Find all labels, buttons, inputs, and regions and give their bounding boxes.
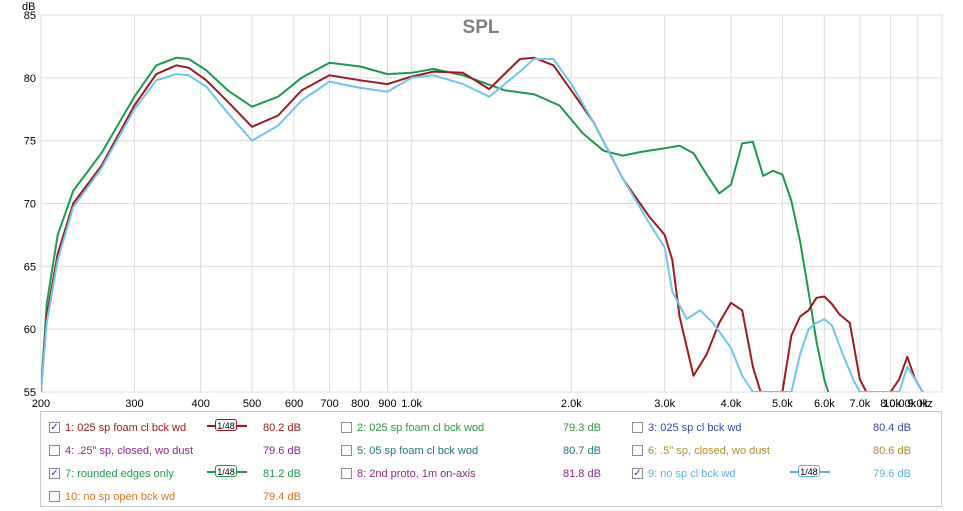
y-tick-label: 80 <box>24 73 36 85</box>
series-line-3 <box>41 58 924 392</box>
legend-value: 79.4 dB <box>263 491 301 503</box>
legend-checkbox[interactable] <box>49 491 60 502</box>
legend-item: 3: 025 sp cl bck wd 80.4 dB <box>632 422 932 442</box>
legend-label: 3: 025 sp cl bck wd <box>648 422 742 434</box>
smoothing-label: 1/48 <box>215 465 237 477</box>
legend-label: 2: 025 sp foam cl bck wod <box>357 422 485 434</box>
y-tick-label: 55 <box>24 387 36 399</box>
legend-value: 80.6 dB <box>873 445 911 457</box>
legend-checkbox[interactable] <box>341 422 352 433</box>
legend-value: 81.8 dB <box>563 468 601 480</box>
legend-checkbox[interactable] <box>632 445 643 456</box>
legend-checkbox[interactable] <box>341 445 352 456</box>
x-tick-label: 500 <box>243 398 261 410</box>
legend-value: 80.7 dB <box>563 445 601 457</box>
legend-panel: ✓ 1: 025 sp foam cl bck wd 1/48 80.2 dB 2: 0… <box>40 411 942 507</box>
legend-value: 81.2 dB <box>263 468 301 480</box>
legend-checkbox[interactable] <box>341 468 352 479</box>
x-tick-label: 10.00k Hz <box>883 398 933 410</box>
x-tick-label: 700 <box>320 398 338 410</box>
chart-title: SPL <box>463 17 500 38</box>
legend-item: 4: .25" sp, closed, wo dust 79.6 dB <box>49 445 349 465</box>
legend-value: 80.4 dB <box>873 422 911 434</box>
legend-item: 5: 05 sp foam cl bck wod 80.7 dB <box>341 445 641 465</box>
y-tick-label: 70 <box>24 199 36 211</box>
spl-chart: 55 60 65 70 75 80 85 200 300 400 500 600 700 800 900 1… <box>22 1 943 410</box>
y-tick-label: 85 <box>24 10 36 22</box>
legend-label: 8: 2nd proto, 1m on-axis <box>357 468 476 480</box>
x-tick-label: 2.0k <box>561 398 582 410</box>
legend-value: 79.6 dB <box>873 468 911 480</box>
x-tick-label: 600 <box>285 398 303 410</box>
series-line-1 <box>41 56 830 392</box>
legend-item: ✓ 1: 025 sp foam cl bck wd 1/48 80.2 dB <box>49 419 349 442</box>
legend-value: 79.3 dB <box>563 422 601 434</box>
smoothing-indicator[interactable]: 1/48 <box>207 465 247 479</box>
legend-checkbox[interactable] <box>49 445 60 456</box>
legend-checkbox[interactable] <box>632 422 643 433</box>
legend-value: 80.2 dB <box>263 422 301 434</box>
y-tick-label: 75 <box>24 136 36 148</box>
x-tick-label: 900 <box>378 398 396 410</box>
smoothing-indicator[interactable]: 1/48 <box>207 419 247 433</box>
legend-value: 79.6 dB <box>263 445 301 457</box>
x-tick-label: 3.0k <box>654 398 675 410</box>
y-axis-label: dB <box>22 1 35 13</box>
legend-item: ✓ 7: rounded edges only 1/48 81.2 dB <box>49 465 349 488</box>
x-tick-label: 200 <box>32 398 50 410</box>
legend-label: 9: no sp cl bck wd <box>648 468 736 480</box>
legend-item: 2: 025 sp foam cl bck wod 79.3 dB <box>341 422 641 442</box>
legend-item: 10: no sp open bck wd 79.4 dB <box>49 491 349 511</box>
x-tick-label: 400 <box>191 398 209 410</box>
y-tick-label: 65 <box>24 261 36 273</box>
x-tick-label: 800 <box>351 398 369 410</box>
x-tick-label: 4.0k <box>721 398 742 410</box>
legend-label: 5: 05 sp foam cl bck wod <box>357 445 479 457</box>
legend-item: ✓ 9: no sp cl bck wd 1/48 79.6 dB <box>632 465 932 488</box>
x-tick-label: 8.0k <box>880 398 901 410</box>
smoothing-indicator[interactable]: 1/48 <box>790 465 830 479</box>
legend-label: 6: .5" sp, closed, wo dust <box>648 445 770 457</box>
legend-checkbox[interactable]: ✓ <box>49 422 60 433</box>
legend-item: 6: .5" sp, closed, wo dust 80.6 dB <box>632 445 932 465</box>
legend-checkbox[interactable]: ✓ <box>49 468 60 479</box>
legend-label: 1: 025 sp foam cl bck wd <box>65 422 187 434</box>
x-tick-label: 9.0k <box>907 398 928 410</box>
smoothing-label: 1/48 <box>215 419 237 431</box>
smoothing-label: 1/48 <box>798 465 820 477</box>
x-tick-label: 6.0k <box>814 398 835 410</box>
legend-checkbox[interactable]: ✓ <box>632 468 643 479</box>
x-tick-label: 7.0k <box>849 398 870 410</box>
series-line-2 <box>41 56 924 392</box>
x-tick-label: 5.0k <box>772 398 793 410</box>
x-tick-label: 1.0k <box>401 398 422 410</box>
legend-label: 7: rounded edges only <box>65 468 174 480</box>
y-tick-label: 60 <box>24 324 36 336</box>
legend-label: 4: .25" sp, closed, wo dust <box>65 445 194 457</box>
x-tick-label: 300 <box>125 398 143 410</box>
legend-label: 10: no sp open bck wd <box>65 491 176 503</box>
legend-item: 8: 2nd proto, 1m on-axis 81.8 dB <box>341 468 641 488</box>
